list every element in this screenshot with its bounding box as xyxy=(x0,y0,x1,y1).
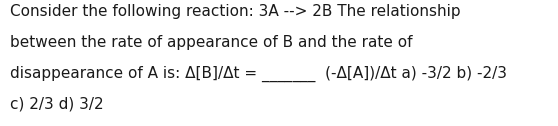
Text: Consider the following reaction: 3A --> 2B The relationship: Consider the following reaction: 3A --> … xyxy=(10,4,461,19)
Text: c) 2/3 d) 3/2: c) 2/3 d) 3/2 xyxy=(10,96,104,111)
Text: between the rate of appearance of B and the rate of: between the rate of appearance of B and … xyxy=(10,35,412,50)
Text: disappearance of A is: Δ[B]/Δt = _______  (-Δ[A])/Δt a) -3/2 b) -2/3: disappearance of A is: Δ[B]/Δt = _______… xyxy=(10,66,507,82)
